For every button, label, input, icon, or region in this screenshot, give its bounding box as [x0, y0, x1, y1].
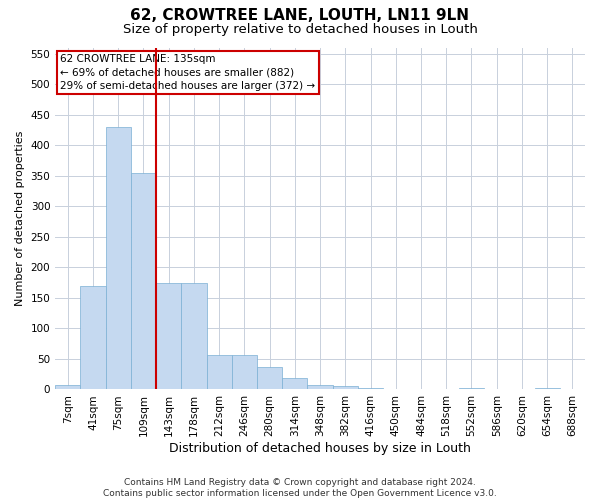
Bar [181, 282, 206, 390]
Bar [80, 286, 106, 390]
Bar [535, 388, 560, 390]
Y-axis label: Number of detached properties: Number of detached properties [15, 131, 25, 306]
Bar [55, 385, 80, 390]
Bar [282, 378, 307, 390]
Text: 62 CROWTREE LANE: 135sqm
← 69% of detached houses are smaller (882)
29% of semi-: 62 CROWTREE LANE: 135sqm ← 69% of detach… [61, 54, 316, 90]
Bar [206, 354, 232, 390]
Bar [307, 384, 332, 390]
Bar [358, 388, 383, 390]
Bar [332, 386, 358, 390]
Bar [106, 127, 131, 390]
Text: 62, CROWTREE LANE, LOUTH, LN11 9LN: 62, CROWTREE LANE, LOUTH, LN11 9LN [131, 8, 470, 22]
Bar [257, 367, 282, 390]
X-axis label: Distribution of detached houses by size in Louth: Distribution of detached houses by size … [169, 442, 471, 455]
Text: Size of property relative to detached houses in Louth: Size of property relative to detached ho… [122, 22, 478, 36]
Bar [131, 172, 156, 390]
Bar [156, 282, 181, 390]
Bar [232, 354, 257, 390]
Text: Contains HM Land Registry data © Crown copyright and database right 2024.
Contai: Contains HM Land Registry data © Crown c… [103, 478, 497, 498]
Bar [459, 388, 484, 390]
